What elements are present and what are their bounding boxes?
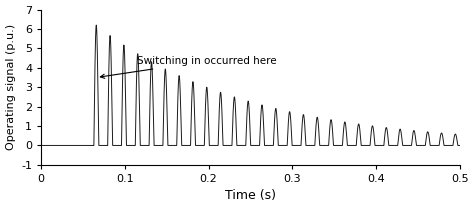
- Y-axis label: Operating signal (p.u.): Operating signal (p.u.): [6, 24, 16, 150]
- Text: Switching in occurred here: Switching in occurred here: [100, 56, 277, 78]
- X-axis label: Time (s): Time (s): [225, 189, 276, 202]
